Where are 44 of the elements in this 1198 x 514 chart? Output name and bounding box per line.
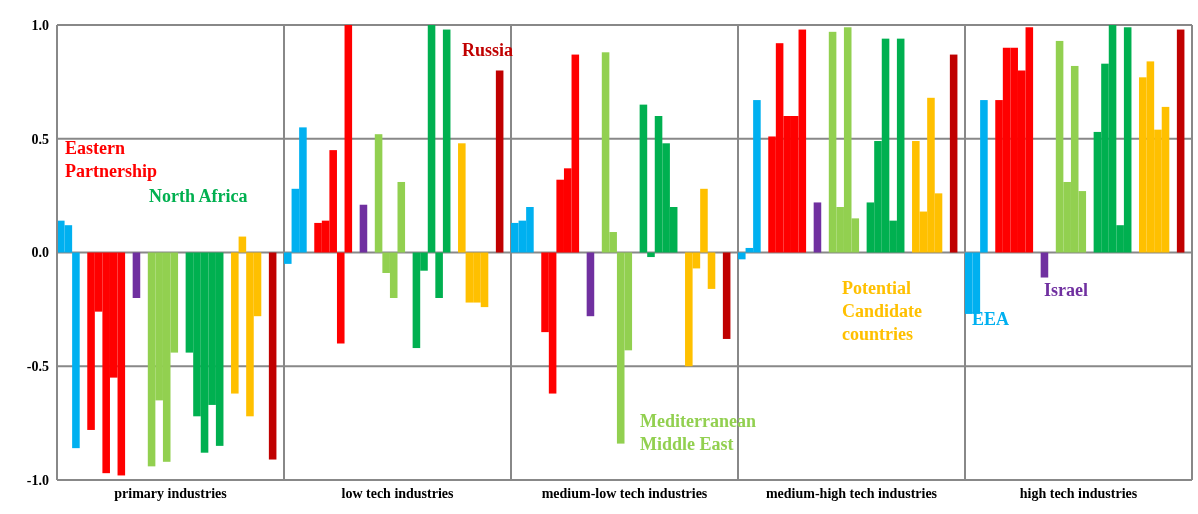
y-tick-label: 0.0: [31, 245, 49, 261]
bar: [397, 181, 406, 253]
bar: [1040, 252, 1049, 278]
bar: [284, 252, 292, 264]
bar: [72, 252, 80, 449]
bar: [647, 252, 655, 258]
annotation: North Africa: [149, 185, 249, 208]
bar: [435, 252, 443, 298]
bar: [586, 252, 595, 317]
bar: [1176, 29, 1185, 253]
annotation: Potential Candidate countries: [842, 277, 923, 346]
bar: [427, 25, 436, 253]
bar: [813, 202, 822, 253]
bar: [700, 188, 708, 253]
x-tick-label: low tech industries: [341, 485, 455, 501]
bar: [374, 134, 383, 253]
bar: [722, 252, 731, 339]
annotation: EEA: [972, 308, 1010, 331]
bar: [359, 204, 368, 253]
bar: [495, 70, 504, 253]
bar: [132, 252, 141, 298]
annotation: Israel: [1044, 279, 1089, 302]
bar: [231, 252, 239, 394]
bar: [336, 252, 345, 344]
x-tick-label: high tech industries: [1019, 485, 1138, 501]
bar: [949, 54, 958, 253]
bar: [980, 100, 988, 253]
bar: [442, 29, 451, 253]
bar: [458, 143, 466, 253]
annotation: Russia: [462, 39, 515, 62]
bar: [707, 252, 716, 289]
x-tick-label: medium-high tech industries: [765, 485, 938, 501]
x-tick-label: primary industries: [114, 485, 228, 501]
x-tick-label: medium-low tech industries: [541, 485, 708, 501]
bar: [738, 252, 746, 260]
y-tick-label: -1.0: [26, 472, 49, 488]
bar: [344, 25, 353, 253]
bar: [268, 252, 277, 460]
y-tick-label: 1.0: [31, 17, 49, 33]
y-tick-label: 0.5: [31, 131, 49, 147]
y-tick-label: -0.5: [26, 359, 49, 375]
bar: [238, 236, 247, 253]
bar: [639, 104, 648, 253]
annotation: Eastern Partnership: [65, 137, 158, 183]
